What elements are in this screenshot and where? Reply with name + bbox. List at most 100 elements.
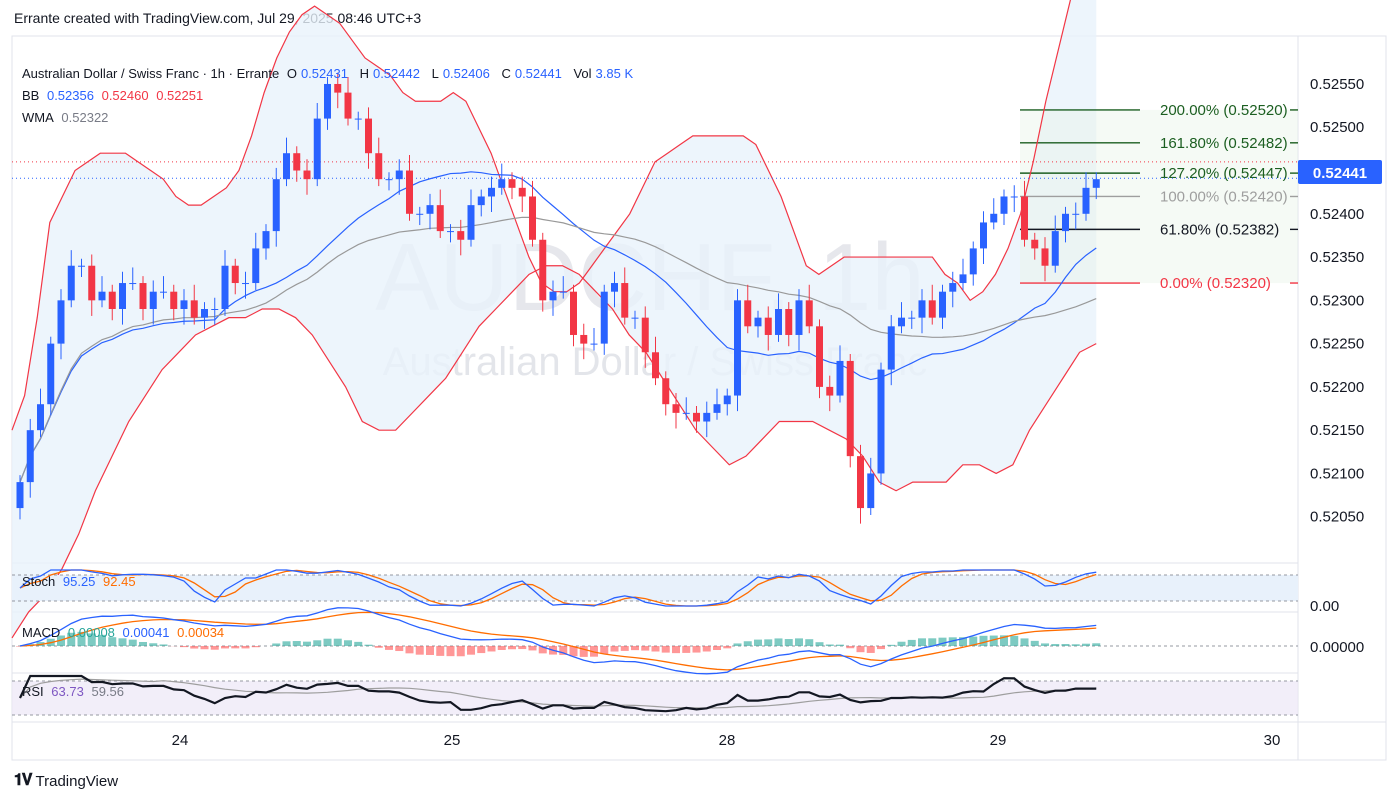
macd-hist-bar [682, 646, 691, 653]
macd-hist-bar [1061, 644, 1070, 646]
candle-body [1051, 231, 1059, 266]
candle-body [621, 283, 629, 318]
open-value: 0.52431 [300, 66, 348, 81]
legend-wma[interactable]: WMA 0.52322 [22, 110, 112, 125]
macd-hist-bar [569, 646, 578, 657]
candle-body [78, 265, 85, 267]
macd-hist-bar [139, 641, 147, 646]
macd-hist-bar [784, 639, 793, 646]
stoch-d-value: 92.45 [103, 574, 136, 589]
macd-hist-bar [805, 639, 814, 646]
candle-body [447, 231, 454, 233]
candle-body [252, 248, 260, 284]
candle-body [898, 317, 905, 327]
candle-body [426, 205, 434, 214]
macd-hist-bar [1071, 644, 1080, 646]
candle-body [734, 300, 741, 396]
stoch-k-value: 95.25 [62, 574, 96, 589]
macd-hist-bar [836, 644, 844, 646]
macd-hist-bar [743, 641, 752, 646]
candle-body [67, 265, 75, 301]
macd-hist-bar [1051, 644, 1060, 646]
macd-hist-bar [508, 646, 516, 650]
macd-line-value: 0.00041 [122, 625, 170, 640]
macd-hist-bar [272, 643, 281, 646]
macd-hist-bar [672, 646, 680, 654]
macd-hist-bar [159, 644, 168, 646]
candle-body [908, 317, 916, 319]
macd-hist-bar [497, 646, 506, 650]
stoch-d-line [19, 569, 1097, 607]
macd-hist-bar [641, 646, 650, 651]
macd-signal-line [19, 611, 1097, 671]
candle-body [1010, 196, 1018, 198]
fib-level-label: 0.00% (0.52320) [1160, 275, 1271, 292]
legend-stoch[interactable]: Stoch 95.25 92.45 [22, 574, 140, 589]
candle-body [754, 317, 762, 327]
candle-body [467, 205, 475, 240]
legend-macd[interactable]: MACD 0.00008 0.00041 0.00034 [22, 625, 228, 640]
fib-level-label: 161.80% (0.52482) [1160, 135, 1288, 152]
candle-body [611, 283, 618, 292]
candle-body [570, 291, 577, 335]
price-axis[interactable]: 0.525500.525000.524500.524000.523500.523… [1310, 76, 1364, 526]
fibonacci-retracement[interactable]: 200.00% (0.52520) 161.80% (0.52482) 127.20… [1020, 102, 1298, 292]
bb-mid-value: 0.52356 [46, 88, 94, 103]
candle-body [293, 153, 301, 171]
macd-hist-bar [426, 646, 434, 655]
chart-frame [11, 35, 1387, 761]
rsi-label: RSI [22, 684, 44, 699]
candle-body [990, 213, 998, 223]
price-tick-label: 0.52400 [1310, 206, 1364, 223]
macd-hist-bar [282, 641, 291, 646]
macd-hist-bar [292, 641, 301, 646]
tradingview-logo[interactable]: 𝟏𝐕 TradingView [14, 772, 118, 790]
macd-hist-bar [1041, 643, 1049, 646]
candle-body [529, 196, 536, 240]
tradingview-mark-icon: 𝟏𝐕 [14, 772, 32, 789]
macd-histogram [16, 631, 1101, 657]
price-tick-label: 0.52500 [1310, 119, 1364, 136]
macd-hist-bar [979, 635, 988, 646]
fib-level-label: 100.00% (0.52420) [1160, 188, 1288, 205]
candle-body [508, 179, 516, 188]
candle-body [723, 395, 731, 405]
macd-hist-bar [467, 646, 475, 655]
macd-hist-bar [518, 646, 527, 650]
price-tick-label: 0.52050 [1310, 509, 1364, 526]
candle-body [406, 170, 413, 214]
macd-hist-bar [1092, 643, 1101, 646]
macd-hist-bar [907, 639, 916, 646]
candle-body [211, 309, 219, 310]
candle-body [795, 300, 803, 335]
legend-symbol[interactable]: Australian Dollar / Swiss Franc · 1h · E… [22, 66, 280, 81]
macd-hist-bar [651, 646, 660, 652]
bb-lower-value: 0.52251 [156, 88, 204, 103]
macd-hist-bar [825, 644, 834, 646]
candle-body [918, 300, 926, 318]
candle-body [641, 317, 649, 353]
macd-hist-bar [897, 641, 906, 646]
legend-ohlc: Australian Dollar / Swiss Franc · 1h · E… [22, 66, 641, 81]
legend-bb[interactable]: BB 0.52356 0.52460 0.52251 [22, 88, 207, 103]
price-tick-label: 0.52550 [1310, 76, 1364, 93]
time-tick-label: 25 [444, 732, 461, 749]
macd-hist-bar [631, 646, 639, 651]
candle-body [98, 291, 106, 301]
macd-hist-bar [118, 638, 127, 646]
bb-upper-value: 0.52460 [101, 88, 149, 103]
candle-body [395, 170, 403, 180]
macd-axis-label: 0.00000 [1310, 639, 1364, 656]
candle-body [1031, 239, 1039, 249]
candle-body [416, 213, 424, 215]
candle-body [57, 300, 65, 344]
candle-body [1041, 248, 1049, 266]
vol-label: Vol [573, 66, 592, 81]
legend-rsi[interactable]: RSI 63.73 59.56 [22, 684, 128, 699]
candle-body [969, 248, 977, 275]
candle-body [600, 291, 608, 344]
candle-body [764, 317, 772, 335]
time-axis[interactable]: 24 25 28 29 30 [172, 732, 1281, 749]
candle-body [662, 378, 670, 405]
